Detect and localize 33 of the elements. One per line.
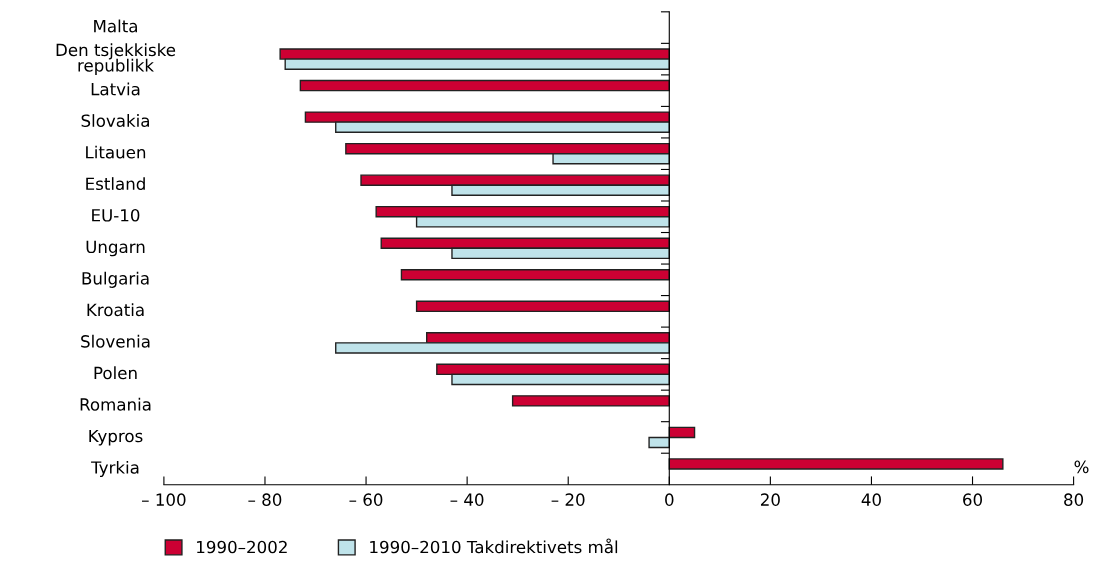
y-tick-label: Latvia [91, 82, 140, 96]
x-axis-title: % [1074, 460, 1089, 474]
legend-label: 1990–2010 Takdirektivets mål [370, 538, 618, 554]
y-tick-label: Slovenia [81, 334, 150, 348]
y-tick-label: EU-10 [92, 208, 140, 222]
x-tick-label: 60 [963, 493, 983, 506]
y-tick-label: Malta [94, 19, 137, 33]
y-tick-label: Tyrkia [91, 460, 139, 478]
y-tick-label: Kroatia [87, 303, 144, 317]
y-tick-label: Kypros [89, 429, 143, 446]
y-tick-label: Slovakia [81, 114, 149, 128]
x-tick-label: – 20 [551, 493, 585, 506]
x-tick-label: – 100 [141, 493, 186, 506]
y-tick-label: Den tsjekkiske republikk [56, 43, 176, 75]
legend-label: 1990–2002 [197, 540, 287, 554]
x-tick-label: 0 [665, 493, 674, 506]
y-tick-label: Bulgaria [82, 271, 149, 288]
bar [299, 79, 670, 92]
bar [511, 395, 670, 407]
x-tick-label: – 80 [248, 493, 282, 506]
x-tick-label: 40 [861, 493, 881, 506]
bar [415, 300, 670, 313]
y-tick-label: Romania [80, 397, 151, 411]
y-tick-label: Ungarn [86, 240, 145, 257]
y-tick-label: Litauen [86, 145, 146, 159]
y-tick-label: Polen [94, 366, 137, 380]
x-tick-label: 80 [1064, 493, 1084, 506]
y-tick-label: Estland [86, 177, 145, 191]
x-tick-label: 20 [760, 493, 780, 506]
bar [400, 269, 670, 281]
bar [668, 458, 1004, 470]
x-tick-label: – 40 [450, 493, 484, 506]
x-tick-label: – 60 [349, 493, 383, 506]
